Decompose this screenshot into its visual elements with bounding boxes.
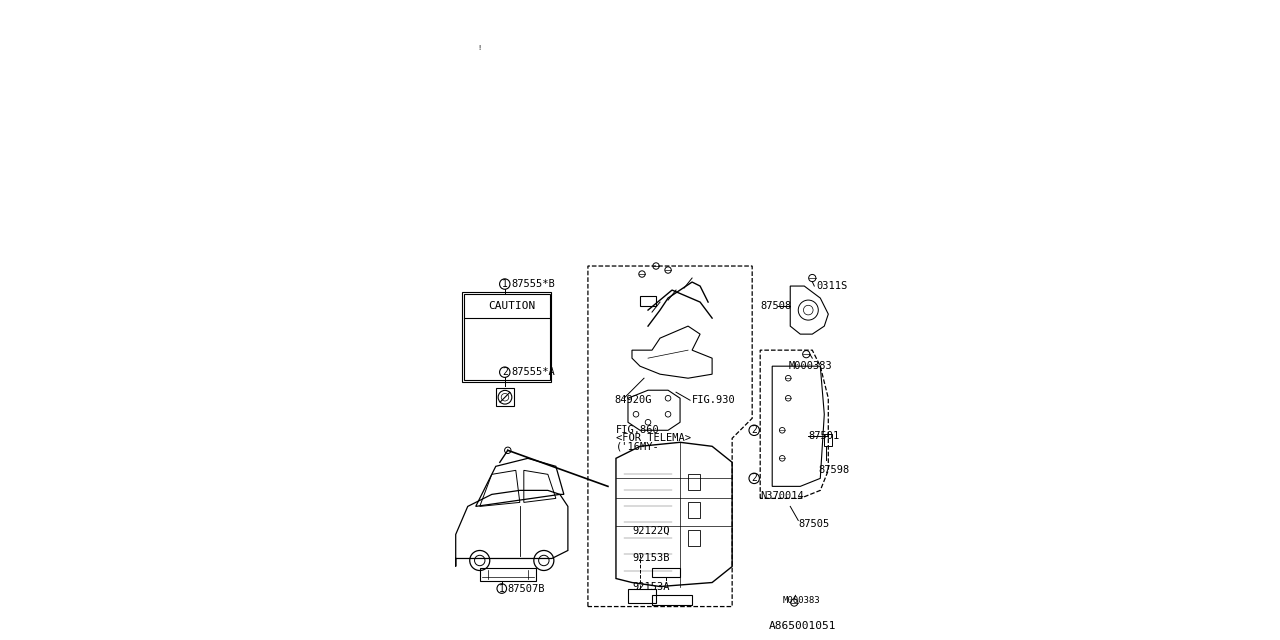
Text: !: ! [477,45,481,51]
Text: 92153A: 92153A [632,582,669,591]
Text: 84920G: 84920G [614,396,652,405]
Text: 92122Q: 92122Q [632,525,669,536]
Text: 87507B: 87507B [508,584,545,593]
Text: 1: 1 [502,279,508,289]
Text: FIG.930: FIG.930 [692,396,736,405]
Text: M000383: M000383 [782,596,820,605]
Text: 2: 2 [751,426,756,435]
Text: 2: 2 [751,474,756,483]
Text: 87555*B: 87555*B [512,279,556,289]
Text: ('16MY-: ('16MY- [616,442,659,451]
Text: M000383: M000383 [788,361,832,371]
Text: 2: 2 [502,367,508,377]
Text: 0311S: 0311S [817,281,847,291]
Text: FIG.860: FIG.860 [616,426,659,435]
Text: 87598: 87598 [818,465,850,476]
Text: 87501: 87501 [808,431,840,442]
Text: 92153B: 92153B [632,554,669,563]
Text: 87508: 87508 [760,301,791,311]
Text: <FOR TELEMA>: <FOR TELEMA> [616,433,691,444]
Text: 87505: 87505 [799,520,829,529]
Text: N370014: N370014 [760,492,804,501]
Text: CAUTION: CAUTION [488,301,535,311]
Text: 1: 1 [499,584,504,593]
Text: 87555*A: 87555*A [512,367,556,377]
Text: A865001051: A865001051 [769,621,836,630]
